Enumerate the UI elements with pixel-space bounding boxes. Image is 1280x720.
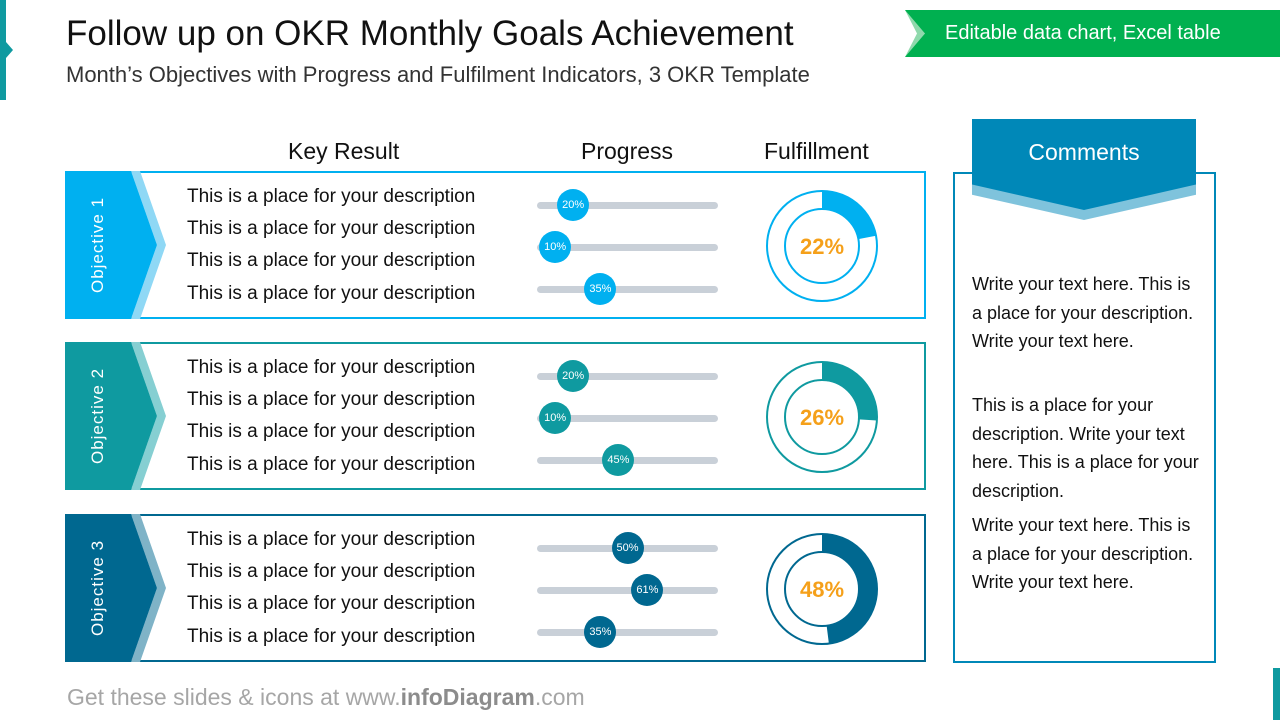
key-result-text: This is a place for your description xyxy=(187,250,476,271)
footer-brand: infoDiagram xyxy=(400,684,535,710)
donut-inner-ring xyxy=(784,551,860,627)
editable-banner: Editable data chart, Excel table xyxy=(905,10,1280,57)
key-result-text: This is a place for your description xyxy=(187,529,476,550)
objective-row: Objective 2 This is a place for your desc… xyxy=(65,342,926,490)
key-result-text: This is a place for your description xyxy=(187,626,476,647)
progress-knob[interactable]: 20% xyxy=(557,189,590,221)
accent-bar xyxy=(0,0,6,100)
header-progress: Progress xyxy=(581,138,674,164)
donut-inner-ring xyxy=(784,208,860,284)
progress-knob[interactable]: 45% xyxy=(602,444,635,476)
fulfillment-arc xyxy=(822,534,877,644)
objective-label: Objective 1 xyxy=(65,171,131,319)
key-result-text: This is a place for your description xyxy=(187,283,476,304)
progress-track: 35% xyxy=(537,616,718,648)
progress-track: 10% xyxy=(537,231,718,263)
objective-row: Objective 1 This is a place for your desc… xyxy=(65,171,926,319)
progress-track: 20% xyxy=(537,189,718,221)
key-result-text: This is a place for your description xyxy=(187,186,476,207)
fulfillment-donut: 22% xyxy=(766,190,878,302)
banner-text: Editable data chart, Excel table xyxy=(945,22,1221,44)
key-result-text: This is a place for your description xyxy=(187,421,476,442)
objective-label-text: Objective 2 xyxy=(88,367,108,465)
objective-label-text: Objective 3 xyxy=(88,539,108,637)
comment-paragraph: Write your text here. This is a place fo… xyxy=(972,515,1194,592)
progress-knob[interactable]: 61% xyxy=(631,574,664,606)
progress-knob[interactable]: 35% xyxy=(584,273,617,305)
objective-label-text: Objective 1 xyxy=(88,196,108,294)
progress-track: 20% xyxy=(537,360,718,392)
key-result-text: This is a place for your description xyxy=(187,218,476,239)
progress-knob[interactable]: 50% xyxy=(611,532,644,564)
donut-outer-ring xyxy=(766,190,878,302)
header-fulfillment: Fulfillment xyxy=(764,138,869,164)
key-result-text: This is a place for your description xyxy=(187,389,476,410)
fulfillment-arc xyxy=(822,191,877,240)
progress-knob[interactable]: 10% xyxy=(539,231,572,263)
donut-outer-ring xyxy=(766,361,878,473)
accent-arrow-icon xyxy=(6,42,13,58)
fulfillment-donut: 26% xyxy=(766,361,878,473)
key-result-text: This is a place for your description xyxy=(187,357,476,378)
progress-knob[interactable]: 20% xyxy=(557,360,590,392)
progress-track: 10% xyxy=(537,402,718,434)
page-subtitle: Month’s Objectives with Progress and Ful… xyxy=(66,62,810,87)
progress-knob[interactable]: 35% xyxy=(584,616,617,648)
footer-suffix: .com xyxy=(534,684,585,710)
key-result-text: This is a place for your description xyxy=(187,593,476,614)
header-key-result: Key Result xyxy=(288,138,400,164)
donut-inner-ring xyxy=(784,379,860,455)
key-result-text: This is a place for your description xyxy=(187,454,476,475)
objective-row: Objective 3 This is a place for your desc… xyxy=(65,514,926,662)
page-title: Follow up on OKR Monthly Goals Achieveme… xyxy=(66,14,794,53)
comment-paragraph: Write your text here. This is a place fo… xyxy=(972,274,1194,351)
footer-text: Get these slides & icons at www.infoDiag… xyxy=(67,684,585,711)
fulfillment-value: 48% xyxy=(800,577,844,602)
fulfillment-donut: 48% xyxy=(766,533,878,645)
fulfillment-value: 26% xyxy=(800,405,844,430)
progress-track: 35% xyxy=(537,273,718,305)
donut-outer-ring xyxy=(766,533,878,645)
corner-accent xyxy=(1273,668,1280,720)
progress-track: 45% xyxy=(537,444,718,476)
progress-track: 50% xyxy=(537,532,718,564)
comment-paragraph: This is a place for your description. Wr… xyxy=(972,395,1199,501)
footer-prefix: Get these slides & icons at www. xyxy=(67,684,401,710)
objective-label: Objective 2 xyxy=(65,342,131,490)
key-result-text: This is a place for your description xyxy=(187,561,476,582)
fulfillment-value: 22% xyxy=(800,234,844,259)
progress-knob[interactable]: 10% xyxy=(539,402,572,434)
objective-label: Objective 3 xyxy=(65,514,131,662)
progress-track: 61% xyxy=(537,574,718,606)
